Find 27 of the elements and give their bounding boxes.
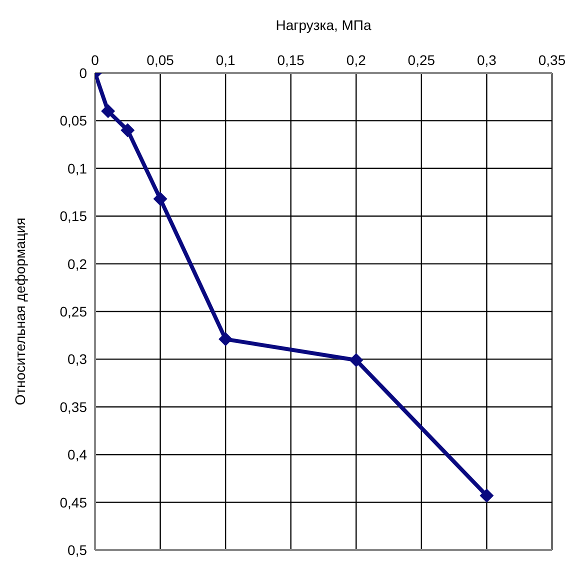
y-tick-label: 0 (79, 64, 88, 81)
x-tick-label: 0,3 (476, 52, 497, 68)
y-tick-label: 0,15 (60, 208, 88, 224)
x-tick-label: 0 (91, 52, 100, 68)
point (101, 104, 116, 118)
point (120, 123, 135, 138)
x-tick-label: 0,1 (216, 52, 236, 68)
x-tick-label: 0,35 (538, 52, 566, 68)
x-tick-label: 0,15 (277, 52, 305, 68)
x-tick-label: 0,05 (146, 52, 174, 68)
y-tick-label: 0,45 (60, 494, 88, 510)
x-tick-label: 0,2 (346, 52, 366, 68)
point (480, 488, 494, 503)
x-tick-label: 0,25 (408, 52, 436, 68)
point (218, 332, 233, 346)
y-tick-label: 0,4 (68, 446, 88, 463)
y-tick-label: 0,3 (68, 351, 88, 368)
y-tick-label: 0,1 (68, 160, 88, 176)
point (153, 192, 168, 206)
y-tick-label: 0,25 (60, 303, 88, 320)
y-tick-label: 0,05 (60, 112, 88, 129)
y-tick-label: 0,2 (68, 256, 88, 272)
y-tick-label: 0,5 (68, 542, 88, 558)
y-axis-title: Относительная деформация (12, 218, 28, 406)
x-axis-title: Нагрузка, МПа (276, 16, 372, 33)
y-tick-label: 0,35 (60, 398, 88, 415)
point (349, 353, 364, 368)
